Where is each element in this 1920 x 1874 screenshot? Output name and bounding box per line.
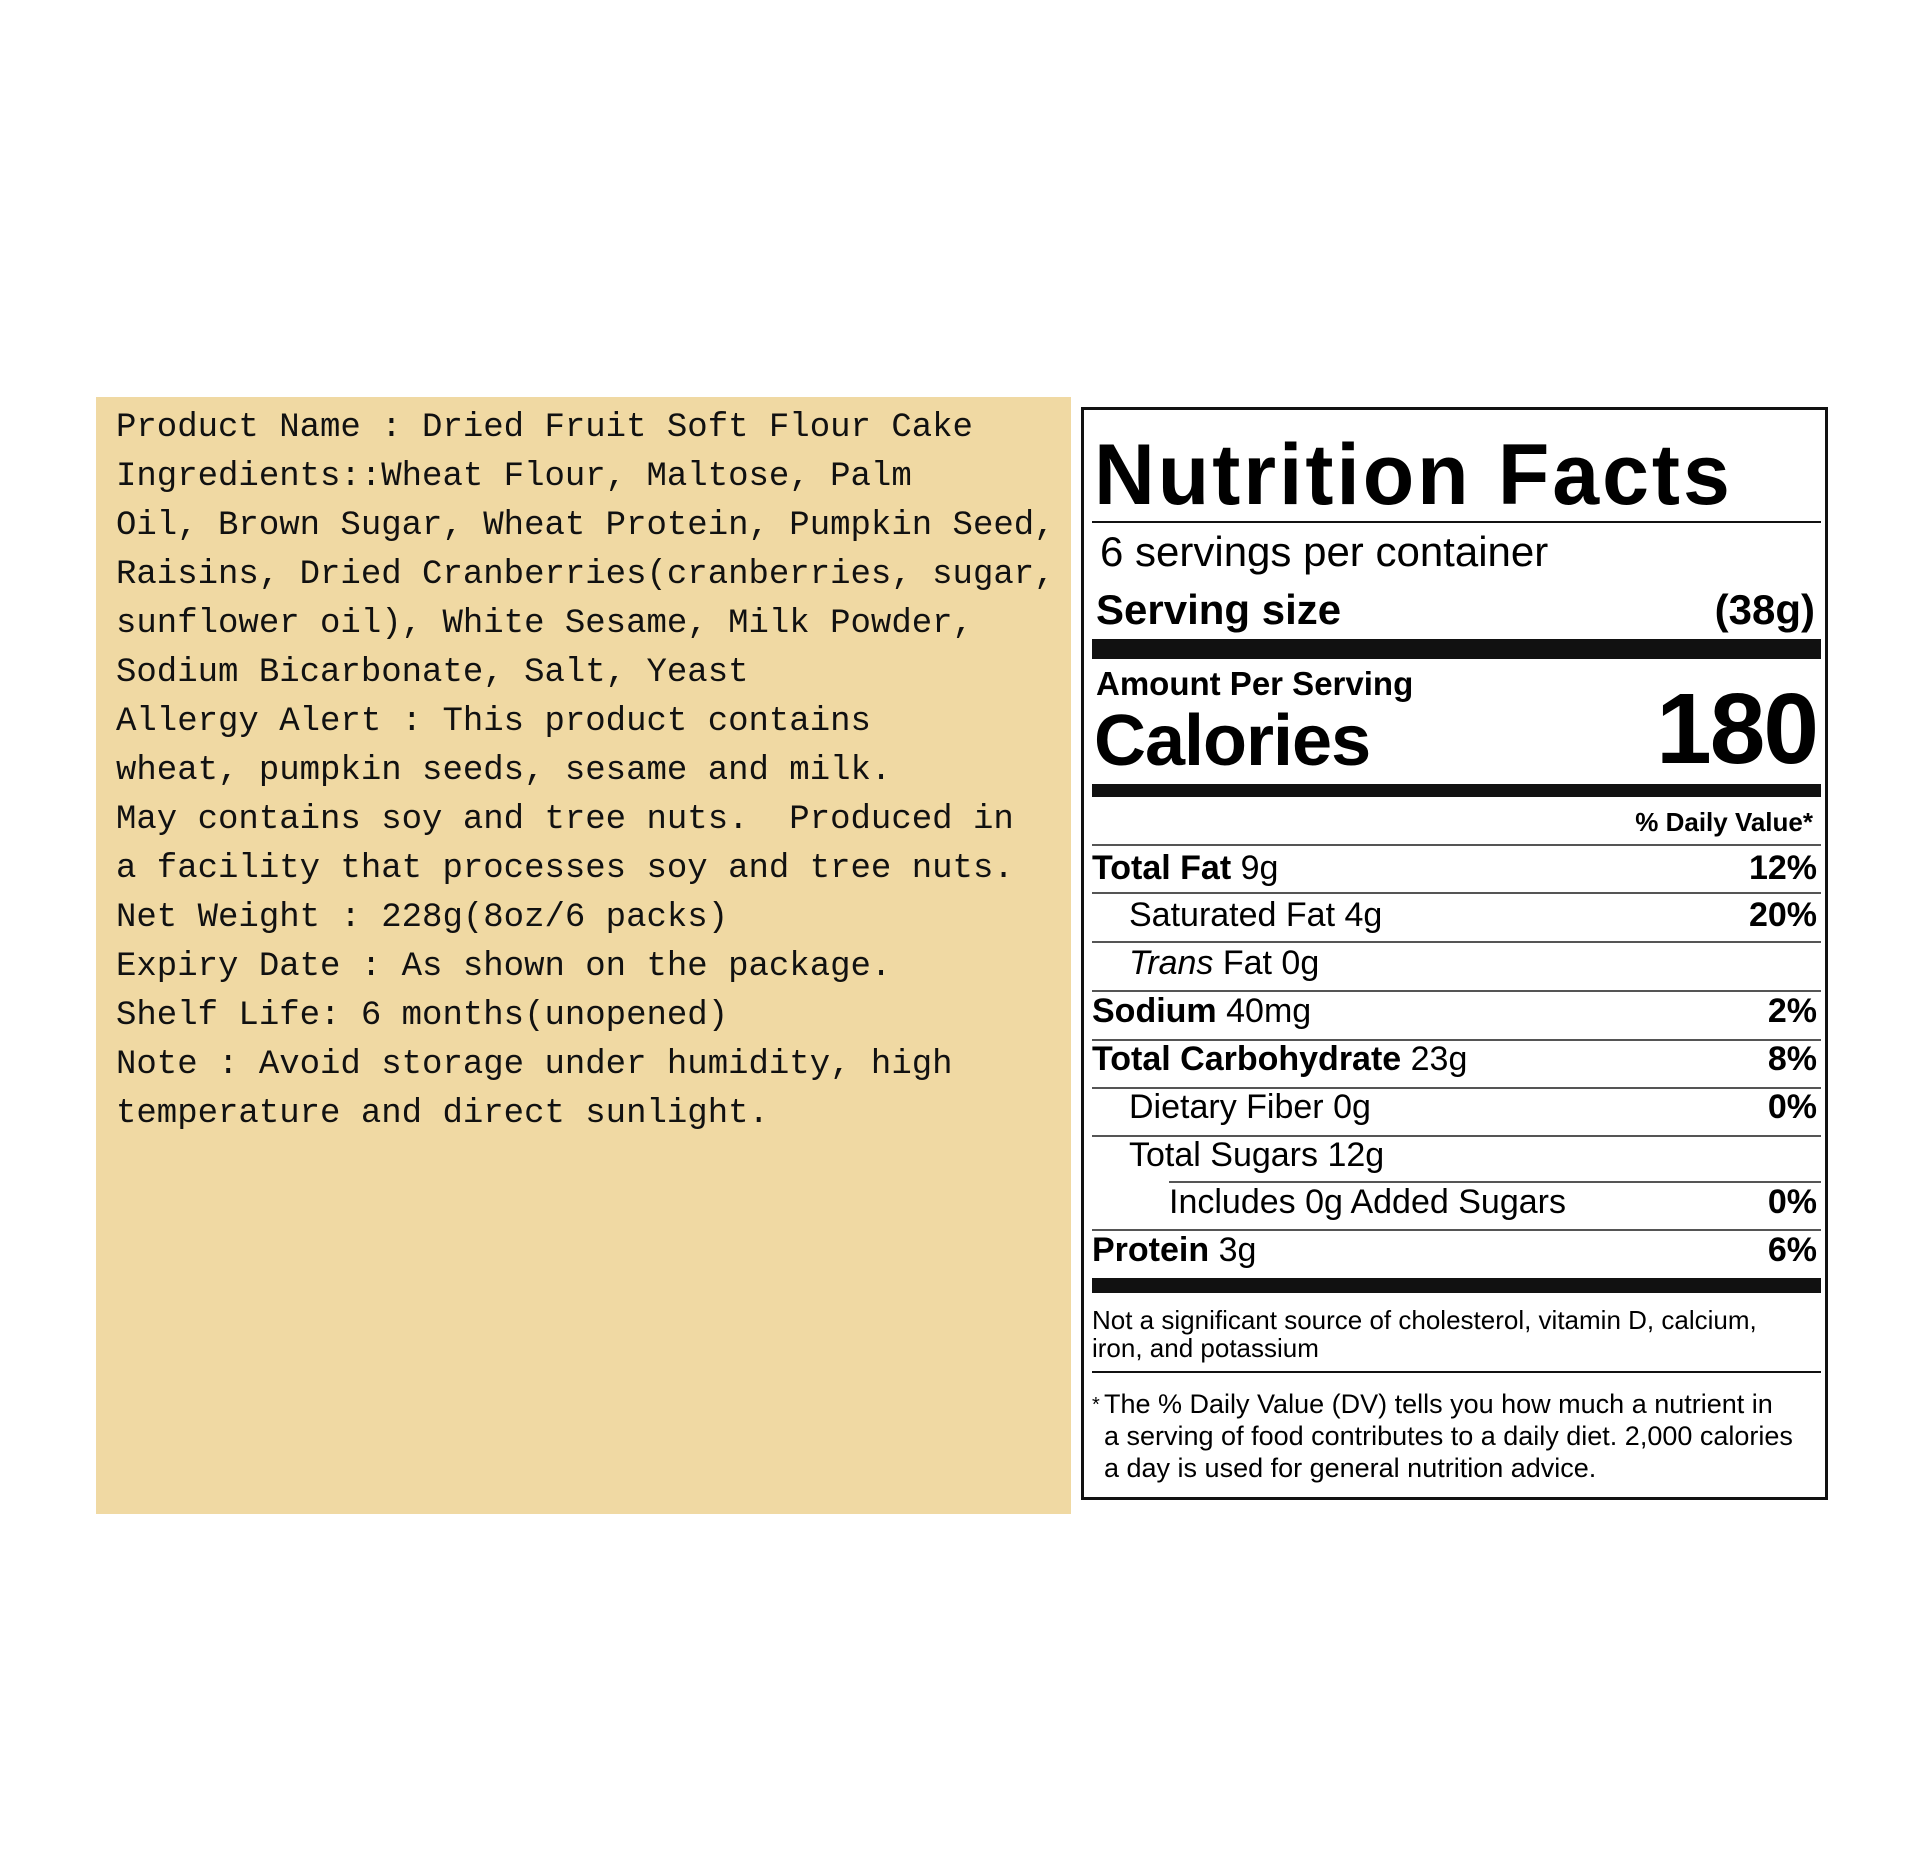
nutrient-amount: 23g [1410,1040,1468,1078]
divider [1092,1371,1821,1373]
nutrient-daily-value: 0% [1767,1183,1817,1221]
nutrient-daily-value: 12% [1748,849,1817,887]
nutrient-name: Total Sugars 12g [1129,1135,1384,1175]
info-line: sunflower oil), White Sesame, Milk Powde… [116,605,973,643]
daily-value-header: % Daily Value* [1635,807,1813,837]
daily-value-footnote: The % Daily Value (DV) tells you how muc… [1104,1389,1793,1483]
amount-per-serving: Amount Per Serving [1096,665,1414,702]
nutrient-label: Total Sugars [1129,1136,1318,1174]
nutrient-daily-value: 8% [1767,1040,1817,1078]
nutrient-row: Trans Fat 0g [1092,943,1817,983]
servings-per-container: 6 servings per container [1100,528,1549,575]
info-line: Allergy Alert : This product contains [116,703,871,741]
info-line: a facility that processes soy and tree n… [116,850,1014,888]
row-divider [1092,941,1821,943]
nutrient-amount: Fat 0g [1222,944,1320,982]
nutrient-amount: 3g [1218,1231,1257,1269]
nutrient-daily-value: 20% [1748,896,1817,934]
nutrient-daily-value: 0% [1767,1088,1817,1126]
nutrient-row: Protein 3g 6% [1092,1230,1817,1270]
nutrient-label: Trans [1129,944,1214,982]
thick-divider [1092,1278,1821,1293]
nutrient-daily-value: 6% [1767,1231,1817,1269]
info-line: Net Weight : 228g(8oz/6 packs) [116,899,729,937]
nutrient-amount: 40mg [1226,992,1312,1030]
footnote-star: * [1092,1394,1100,1416]
row-divider [1092,1087,1821,1089]
row-divider [1092,892,1821,894]
nutrient-label: Includes 0g Added Sugars [1169,1183,1566,1221]
thick-divider [1092,639,1821,659]
nutrient-amount: 4g [1344,896,1383,934]
row-divider [1169,1181,1821,1183]
info-line: Sodium Bicarbonate, Salt, Yeast [116,654,749,692]
info-line: Expiry Date : As shown on the package. [116,948,892,986]
nutrient-label: Dietary Fiber [1129,1088,1324,1126]
row-divider [1092,844,1821,846]
nutrient-row: Total Fat 9g 12% [1092,848,1817,888]
nutrient-row: Includes 0g Added Sugars 0% [1092,1182,1817,1222]
nutrient-amount: 12g [1327,1136,1385,1174]
thick-divider [1092,784,1821,797]
info-line: wheat, pumpkin seeds, sesame and milk. [116,752,892,790]
nutrient-name: Includes 0g Added Sugars [1169,1182,1566,1222]
not-significant-note: Not a significant source of cholesterol,… [1092,1305,1757,1363]
nutrient-name: Dietary Fiber 0g [1129,1087,1371,1127]
nutrient-name: Protein 3g [1092,1230,1256,1270]
nutrient-row: Sodium 40mg 2% [1092,991,1817,1031]
nutrient-row: Dietary Fiber 0g 0% [1092,1087,1817,1127]
nutrient-name: Trans Fat 0g [1129,943,1319,983]
nutrient-name: Sodium 40mg [1092,991,1311,1031]
row-divider [1092,1135,1821,1137]
nutrient-row: Total Sugars 12g [1092,1135,1817,1175]
calories-label: Calories [1094,701,1371,781]
info-line: Ingredients::Wheat Flour, Maltose, Palm [116,458,912,496]
nutrient-label: Total Fat [1092,849,1232,887]
row-divider [1092,990,1821,992]
nutrient-name: Total Carbohydrate 23g [1092,1039,1467,1079]
nutrient-label: Saturated Fat [1129,896,1336,934]
info-line: Note : Avoid storage under humidity, hig… [116,1046,953,1084]
nutrient-label: Sodium [1092,992,1217,1030]
info-line: Product Name : Dried Fruit Soft Flour Ca… [116,409,973,447]
serving-size-value: (38g) [1714,586,1815,633]
row-divider [1092,1229,1821,1231]
serving-size-label: Serving size [1096,586,1342,633]
info-line: Raisins, Dried Cranberries(cranberries, … [116,556,1055,594]
info-line: Shelf Life: 6 months(unopened) [116,997,729,1035]
nutrient-amount: 9g [1240,849,1279,887]
divider [1092,521,1821,523]
nutrition-facts-label: Nutrition Facts 6 servings per container… [1081,407,1828,1500]
nutrient-name: Total Fat 9g [1092,848,1278,888]
nutrient-name: Saturated Fat 4g [1129,895,1382,935]
row-divider [1092,1039,1821,1041]
nutrient-daily-value: 2% [1767,992,1817,1030]
nutrient-row: Saturated Fat 4g 20% [1092,895,1817,935]
info-line: temperature and direct sunlight. [116,1095,769,1133]
nutrient-amount: 0g [1333,1088,1371,1126]
nutrient-label: Total Carbohydrate [1092,1040,1402,1078]
info-line: Oil, Brown Sugar, Wheat Protein, Pumpkin… [116,507,1055,545]
product-info-panel: Product Name : Dried Fruit Soft Flour Ca… [96,397,1071,1514]
nutrition-facts-title: Nutrition Facts [1094,427,1733,523]
info-line: May contains soy and tree nuts. Produced… [116,801,1014,839]
calories-value: 180 [1656,673,1819,785]
nutrient-row: Total Carbohydrate 23g 8% [1092,1039,1817,1079]
nutrient-label: Protein [1092,1231,1210,1269]
